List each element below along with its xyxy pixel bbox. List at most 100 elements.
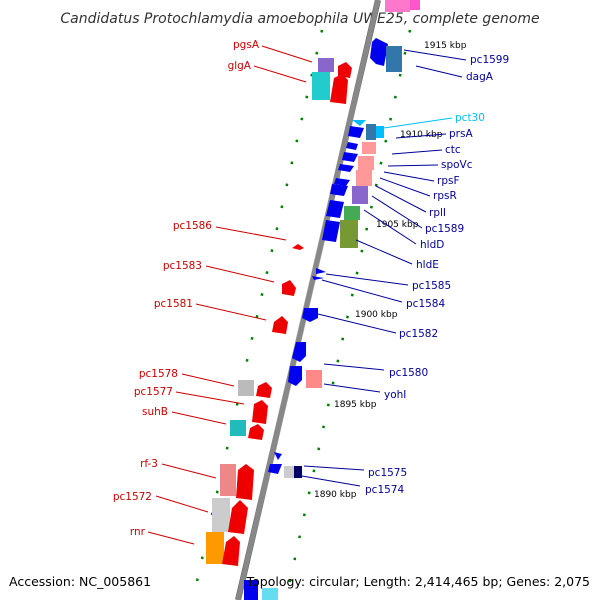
gene-label-pc1572[interactable]: pc1572 xyxy=(113,491,152,503)
gene-box[interactable] xyxy=(366,124,376,140)
gene-label-ctc[interactable]: ctc xyxy=(445,144,461,156)
leader-line xyxy=(175,391,245,405)
gene-arrow[interactable] xyxy=(348,126,364,138)
gene-arrow[interactable] xyxy=(330,184,348,196)
right-gene-labels: pc1599 dagA pct30 prsA ctc spoVc rpsF rp… xyxy=(301,49,509,496)
gene-label-dagA[interactable]: dagA xyxy=(466,71,494,83)
gene-label-yohI[interactable]: yohI xyxy=(384,389,406,401)
gene-label-rnr[interactable]: rnr xyxy=(130,526,146,538)
leader-line xyxy=(383,171,435,182)
gene-label-pc1580[interactable]: pc1580 xyxy=(389,367,428,379)
gene-box[interactable] xyxy=(294,466,302,478)
gene-label-pc1585[interactable]: pc1585 xyxy=(412,280,451,292)
gene-box[interactable] xyxy=(344,206,360,220)
gene-box[interactable] xyxy=(212,498,230,532)
gene-box[interactable] xyxy=(318,58,334,72)
gene-arrow[interactable] xyxy=(292,342,306,362)
gene-box[interactable] xyxy=(410,0,420,10)
gene-label-hldD[interactable]: hldD xyxy=(420,239,444,251)
leader-line xyxy=(317,313,397,334)
leader-line xyxy=(387,164,439,167)
gene-label-rpsR[interactable]: rpsR xyxy=(433,190,457,202)
gene-box[interactable] xyxy=(206,532,224,564)
leader-line xyxy=(363,209,417,245)
gene-arrow[interactable] xyxy=(312,276,324,280)
gene-label-hldE[interactable]: hldE xyxy=(416,259,439,271)
gene-arrow[interactable] xyxy=(272,316,288,334)
reverse-strand-genes xyxy=(244,0,420,600)
gene-arrow[interactable] xyxy=(342,152,358,162)
gene-label-pc1578[interactable]: pc1578 xyxy=(139,368,178,380)
tick-label: 1910 kbp xyxy=(400,130,443,140)
gene-box[interactable] xyxy=(262,588,278,600)
gene-box[interactable] xyxy=(362,142,376,154)
gene-arrow[interactable] xyxy=(346,142,358,150)
gene-box[interactable] xyxy=(312,72,330,100)
gene-box[interactable] xyxy=(358,156,374,170)
gene-label-pc1575[interactable]: pc1575 xyxy=(368,467,407,479)
gene-box[interactable] xyxy=(352,186,368,204)
gene-arrow[interactable] xyxy=(316,268,326,274)
gene-label-pgsA[interactable]: pgsA xyxy=(233,39,260,51)
gene-arrow[interactable] xyxy=(370,38,388,66)
tick-label: 1900 kbp xyxy=(355,310,398,320)
gene-arrow[interactable] xyxy=(338,62,352,78)
leader-line xyxy=(155,495,209,513)
gene-arrow[interactable] xyxy=(338,164,354,172)
gene-label-rf-3[interactable]: rf-3 xyxy=(140,458,158,470)
gene-label-rpsF[interactable]: rpsF xyxy=(437,175,460,187)
gene-label-pc1582[interactable]: pc1582 xyxy=(399,328,438,340)
gene-arrow[interactable] xyxy=(244,580,258,600)
left-gene-labels: pgsA glgA pc1586 pc1583 pc1581 pc1578 pc… xyxy=(113,39,313,545)
gene-arrow[interactable] xyxy=(352,120,366,126)
gene-arrow[interactable] xyxy=(228,500,248,534)
gene-label-pc1577[interactable]: pc1577 xyxy=(134,386,173,398)
gene-label-pc1574[interactable]: pc1574 xyxy=(365,484,404,496)
gene-label-pc1581[interactable]: pc1581 xyxy=(154,298,193,310)
gene-arrow[interactable] xyxy=(222,536,240,566)
gene-label-pc1584[interactable]: pc1584 xyxy=(406,298,445,310)
gene-label-pc1583[interactable]: pc1583 xyxy=(163,260,202,272)
gene-arrow[interactable] xyxy=(282,280,296,296)
forward-strand-genes xyxy=(206,58,352,566)
gene-box[interactable] xyxy=(376,126,384,138)
gene-arrow[interactable] xyxy=(292,244,304,250)
gene-box[interactable] xyxy=(238,380,254,396)
leader-line xyxy=(391,149,443,155)
gene-box[interactable] xyxy=(356,170,372,186)
gene-arrow[interactable] xyxy=(288,366,302,386)
leader-line xyxy=(323,363,385,371)
tick-label: 1915 kbp xyxy=(424,41,467,51)
gene-arrow[interactable] xyxy=(334,178,350,186)
leader-line xyxy=(161,463,217,479)
gene-box[interactable] xyxy=(340,220,358,248)
gene-box[interactable] xyxy=(385,0,410,12)
gene-arrow[interactable] xyxy=(252,400,268,424)
gene-arrow[interactable] xyxy=(302,308,318,322)
gene-box[interactable] xyxy=(230,420,246,436)
leader-line xyxy=(403,49,467,61)
gene-label-pc1589[interactable]: pc1589 xyxy=(425,223,464,235)
gene-arrow[interactable] xyxy=(236,464,254,500)
gene-arrow[interactable] xyxy=(268,464,282,474)
gene-box[interactable] xyxy=(386,46,402,72)
gene-label-prsA[interactable]: prsA xyxy=(449,128,473,140)
gene-box[interactable] xyxy=(284,466,294,478)
gene-arrow[interactable] xyxy=(326,200,344,218)
gene-arrow[interactable] xyxy=(248,424,264,440)
gene-label-glgA[interactable]: glgA xyxy=(228,60,252,72)
leader-line xyxy=(253,65,307,83)
gene-arrow[interactable] xyxy=(322,220,340,242)
gene-label-pct30[interactable]: pct30 xyxy=(455,112,485,124)
gene-arrow[interactable] xyxy=(256,382,272,398)
gene-label-suhB[interactable]: suhB xyxy=(142,406,168,418)
gene-box[interactable] xyxy=(306,370,322,388)
gene-box[interactable] xyxy=(220,464,236,496)
gene-arrow[interactable] xyxy=(330,74,348,104)
gene-arrow[interactable] xyxy=(274,452,282,460)
gene-label-spoVc[interactable]: spoVc xyxy=(441,159,473,171)
gene-label-rplI[interactable]: rplI xyxy=(429,207,446,219)
gene-label-pc1599[interactable]: pc1599 xyxy=(470,54,509,66)
gene-label-pc1586[interactable]: pc1586 xyxy=(173,220,212,232)
